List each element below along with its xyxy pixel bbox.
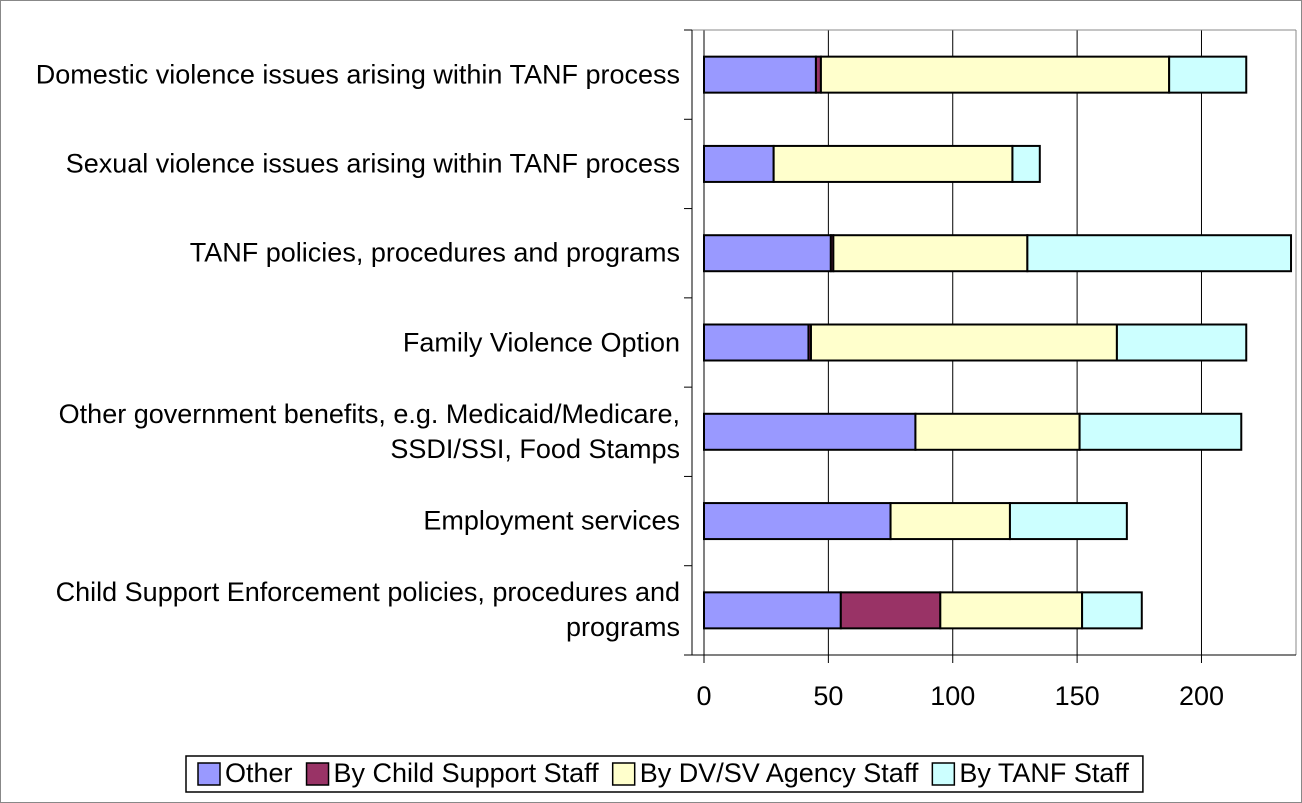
- bar-segment: [1168, 55, 1248, 94]
- bar-segment: [1081, 591, 1143, 630]
- x-tick-label: 150: [1055, 681, 1100, 711]
- legend-box: [185, 755, 1144, 793]
- legend-label: By DV/SV Agency Staff: [640, 758, 919, 788]
- x-tick-label: 200: [1179, 681, 1224, 711]
- legend-label: By TANF Staff: [959, 758, 1129, 788]
- legend-swatch: [197, 762, 221, 786]
- legend-swatch: [931, 762, 956, 786]
- bar-segment: [703, 234, 832, 273]
- bar-segment: [703, 502, 892, 541]
- legend-label: Other: [225, 758, 293, 788]
- bar-segment: [1008, 502, 1128, 541]
- bar-segment: [1026, 234, 1293, 273]
- bar-segment: [1011, 144, 1041, 183]
- bar-segment: [703, 55, 817, 94]
- bar-segment: [703, 412, 917, 451]
- bar-segment: [1078, 412, 1243, 451]
- category-label: Employment services: [423, 505, 680, 536]
- bar-segment: [703, 591, 842, 630]
- bar-segment: [939, 591, 1084, 630]
- category-label: Other government benefits, e.g. Medicaid…: [58, 398, 680, 464]
- category-label: Family Violence Option: [402, 327, 680, 357]
- x-tick-label: 50: [813, 681, 843, 711]
- bar-segment: [839, 591, 942, 630]
- legend-label: By Child Support Staff: [334, 758, 600, 788]
- bar-segment: [1115, 323, 1248, 362]
- x-tick-label: 100: [930, 681, 975, 711]
- bar-segment: [819, 55, 1171, 94]
- bar-segment: [772, 144, 1014, 183]
- bar-segment: [914, 412, 1081, 451]
- legend: Other By Child Support Staff By DV/SV Agen…: [185, 755, 1144, 793]
- legend-swatch: [611, 762, 636, 786]
- bar-segment: [703, 323, 810, 362]
- bar-segment: [889, 502, 1011, 541]
- category-label: Child Support Enforcement policies, proc…: [55, 577, 680, 643]
- category-label: Domestic violence issues arising within …: [35, 59, 680, 90]
- category-label: TANF policies, procedures and programs: [189, 237, 680, 268]
- bar-segment: [832, 234, 1029, 273]
- bar-segment: [703, 144, 775, 183]
- legend-swatch: [305, 762, 330, 786]
- x-tick-label: 0: [696, 681, 711, 711]
- category-label: Sexual violence issues arising within TA…: [65, 148, 680, 179]
- bar-segment: [809, 323, 1118, 362]
